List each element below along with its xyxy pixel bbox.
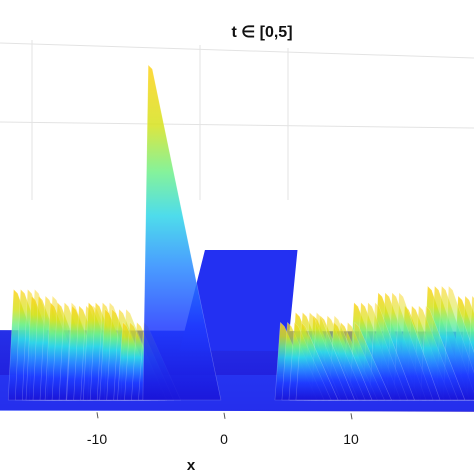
peak-slice [142, 64, 222, 401]
x-tick-label: 10 [343, 431, 359, 447]
peak-ridge [274, 321, 339, 401]
peak-slice [369, 301, 415, 401]
x-tick-mark [223, 412, 226, 419]
x-tick-mark [350, 413, 353, 420]
x-tick-mark [96, 412, 99, 419]
x-tick-label: -10 [87, 431, 107, 447]
peak-ridge [142, 64, 222, 401]
peak-slice [393, 292, 441, 401]
peak-slice [295, 321, 339, 401]
peaks-layer [7, 64, 474, 401]
chart-title: t ∈ [0,5] [231, 24, 292, 41]
surface-plateau [179, 250, 298, 352]
x-ticks: -10 0 10 [87, 412, 359, 447]
axis-grid [0, 40, 474, 200]
x-axis-label: x [187, 457, 196, 474]
x-tick-label: 0 [220, 431, 228, 447]
